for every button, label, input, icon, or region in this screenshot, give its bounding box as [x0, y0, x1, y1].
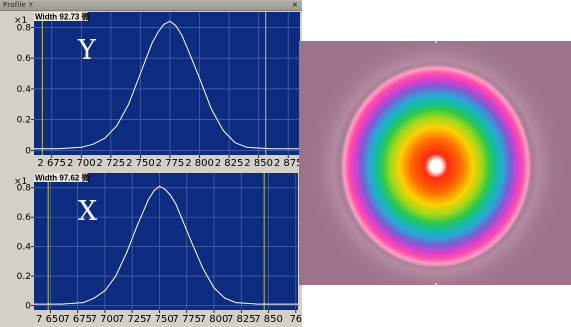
plot-area — [34, 173, 298, 310]
data-point — [60, 303, 62, 305]
width-label-background — [34, 173, 88, 182]
x-tick-label: 7 775 — [172, 314, 201, 325]
data-point — [235, 302, 237, 304]
y-tick-label: 0.2 — [17, 272, 31, 282]
data-point — [164, 188, 166, 190]
x-tick-label: 2 775 — [156, 158, 185, 169]
data-point — [191, 243, 193, 245]
y-tick-label: 0.6 — [17, 213, 32, 223]
data-point — [297, 303, 299, 305]
x-tick-label: 2 750 — [126, 158, 155, 169]
x-tick-label: 7 750 — [145, 314, 174, 325]
data-point — [157, 31, 159, 33]
y-tick-label: 0.2 — [17, 116, 31, 126]
width-readout: Width 97.62 微 — [35, 173, 90, 183]
x-tick-label: 2 800 — [185, 158, 214, 169]
x-tick-label: 7 725 — [118, 314, 147, 325]
x-tick-label: 7 700 — [91, 314, 120, 325]
axis-letter-label: Y — [77, 35, 97, 66]
data-point — [145, 57, 147, 59]
y-tick-label: 0 — [25, 302, 31, 312]
data-point — [224, 297, 226, 299]
y-tick-label: 0.6 — [17, 54, 32, 64]
data-point — [148, 199, 149, 200]
x-tick-label: 2 825 — [215, 158, 244, 169]
x-tick-label: 2 725 — [97, 158, 126, 169]
x-tick-label: 2 850 — [244, 158, 273, 169]
beam-centroid-marker — [431, 161, 441, 171]
data-point — [80, 146, 82, 148]
data-point — [175, 25, 177, 27]
data-point — [92, 143, 94, 145]
data-point — [116, 125, 118, 127]
data-point — [202, 268, 204, 270]
data-point — [104, 290, 106, 292]
x-tick-label: 7 850 — [254, 314, 283, 325]
data-point — [187, 48, 189, 50]
data-point — [137, 224, 139, 225]
axis-letter-label: X — [78, 196, 98, 227]
data-point — [199, 77, 200, 79]
data-point — [257, 303, 259, 305]
y-multiplier-label: ×1 — [14, 177, 27, 187]
data-point — [126, 252, 128, 253]
data-point — [153, 190, 155, 192]
data-point — [234, 142, 236, 144]
data-point — [210, 108, 212, 110]
data-point — [151, 42, 153, 44]
beam-crosshair-top — [435, 41, 437, 43]
profile-window: Profile Y × 0 0.2 0.4 0.6 0.8 2 675 2 700 2 725… — [0, 0, 302, 327]
x-tick-label: 7 825 — [227, 314, 256, 325]
y-tick-label: 0.8 — [17, 184, 32, 194]
data-point — [104, 137, 106, 139]
y-tick-label: 0.4 — [17, 243, 32, 253]
data-point — [57, 148, 59, 150]
data-point — [33, 148, 35, 150]
data-point — [93, 297, 95, 299]
x-tick-label: 2 675 — [37, 158, 66, 169]
window-title: Profile Y — [3, 1, 34, 9]
y-tick-label: 0.4 — [17, 85, 32, 95]
data-point — [33, 303, 35, 305]
close-icon[interactable]: × — [291, 0, 299, 9]
x-tick-label: 2 875 — [274, 158, 302, 169]
plot-area — [34, 12, 300, 155]
window-titlebar[interactable]: Profile Y × — [0, 0, 302, 11]
data-point — [181, 34, 183, 36]
data-point — [169, 194, 171, 196]
data-point — [270, 148, 271, 150]
profile-series-line — [34, 185, 298, 305]
data-point — [159, 185, 160, 187]
data-point — [180, 216, 182, 218]
x-tick-label: 7 675 — [63, 314, 92, 325]
data-point — [82, 302, 84, 304]
x-tick-label: 7 650 — [36, 314, 65, 325]
data-point — [213, 287, 215, 289]
data-point — [169, 20, 171, 22]
x-tick-label: 7 800 — [200, 314, 229, 325]
y-profile-chart: 00.20.40.60.82 675 2 700 2 725 2 750 2 775 2 … — [14, 12, 302, 170]
width-readout: Width 92.73 微 — [35, 12, 90, 22]
y-tick-label: 0 — [25, 146, 31, 156]
data-point — [246, 146, 248, 148]
x-tick-label: 2 700 — [67, 158, 96, 169]
y-tick-label: 0.8 — [17, 23, 32, 33]
beam-profile-image — [299, 41, 571, 285]
x-tick-label: 76 — [289, 314, 302, 325]
y-multiplier-label: ×1 — [14, 16, 27, 26]
data-point — [163, 23, 165, 25]
data-point — [115, 275, 117, 277]
width-label-background — [34, 12, 88, 21]
beam-crosshair-bottom — [435, 283, 437, 285]
data-point — [128, 103, 129, 105]
data-point — [175, 203, 177, 205]
data-point — [140, 73, 141, 74]
data-point — [222, 129, 224, 131]
